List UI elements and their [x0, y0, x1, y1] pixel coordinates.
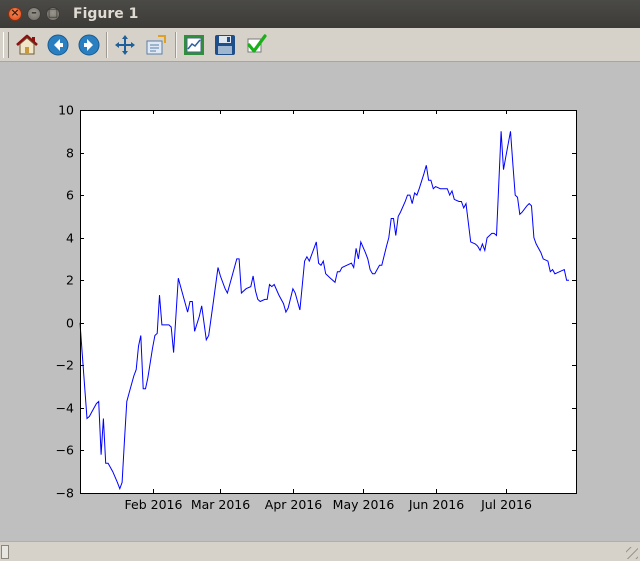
- x-tick-label: Apr 2016: [265, 497, 322, 512]
- zoom-rect-icon: [146, 35, 166, 55]
- subplots-icon: [184, 35, 204, 55]
- y-tick-label: 6: [66, 188, 74, 203]
- window-minimize-button[interactable]: –: [27, 6, 41, 21]
- maximize-icon: □: [47, 6, 59, 19]
- window-title: Figure 1: [73, 6, 139, 22]
- y-tick-label: 0: [66, 316, 74, 331]
- forward-arrow-icon: [78, 34, 100, 56]
- x-tick-label: Jun 2016: [408, 497, 464, 512]
- home-button[interactable]: [14, 32, 40, 58]
- axes-background: [80, 110, 576, 493]
- status-bar: [0, 541, 640, 561]
- pan-button[interactable]: [112, 32, 138, 58]
- zoom-button[interactable]: [143, 32, 169, 58]
- y-tick-label: 10: [58, 103, 74, 118]
- y-tick-label: 4: [66, 231, 74, 246]
- y-tick-label: −6: [56, 443, 74, 458]
- configure-subplots-button[interactable]: [181, 32, 207, 58]
- save-button[interactable]: [212, 32, 238, 58]
- axes-frame: [80, 110, 577, 494]
- y-tick-label: −4: [56, 401, 74, 416]
- minimize-icon: –: [31, 6, 37, 19]
- home-icon: [16, 34, 38, 55]
- window-close-button[interactable]: ×: [8, 6, 22, 21]
- x-tick-label: May 2016: [333, 497, 395, 512]
- status-indicator: [1, 545, 9, 559]
- toolbar-separator: [175, 32, 177, 58]
- line-chart[interactable]: −8 −6 −4 −2 0 2 4 6 8 10 Feb 2016 Mar 2016 Apr 2016 M…: [0, 62, 640, 541]
- checkmark-icon: [247, 34, 267, 53]
- forward-button[interactable]: [76, 32, 102, 58]
- window-titlebar: × – □ Figure 1: [0, 0, 640, 28]
- x-tick-label: Feb 2016: [125, 497, 183, 512]
- toolbar-grip[interactable]: [3, 32, 9, 58]
- navigation-toolbar: [0, 28, 640, 62]
- resize-grip[interactable]: [626, 547, 638, 559]
- y-tick-label: 2: [66, 273, 74, 288]
- y-tick-label: −2: [56, 358, 74, 373]
- floppy-save-icon: [215, 35, 235, 55]
- toolbar-separator: [106, 32, 108, 58]
- y-tick-label: 8: [66, 146, 74, 161]
- axis-tick-labels: −8 −6 −4 −2 0 2 4 6 8 10 Feb 2016 Mar 2016 Apr 2016 M…: [56, 103, 532, 513]
- y-tick-label: −8: [56, 486, 74, 501]
- back-arrow-icon: [47, 34, 69, 56]
- pan-move-icon: [115, 35, 135, 55]
- close-icon: ×: [10, 6, 20, 19]
- window-maximize-button[interactable]: □: [46, 6, 60, 21]
- edit-parameters-button[interactable]: [243, 32, 269, 58]
- figure-canvas[interactable]: −8 −6 −4 −2 0 2 4 6 8 10 Feb 2016 Mar 2016 Apr 2016 M…: [0, 62, 640, 541]
- series-line: [79, 131, 569, 491]
- x-tick-label: Mar 2016: [191, 497, 250, 512]
- back-button[interactable]: [45, 32, 71, 58]
- x-tick-label: Jul 2016: [480, 497, 532, 512]
